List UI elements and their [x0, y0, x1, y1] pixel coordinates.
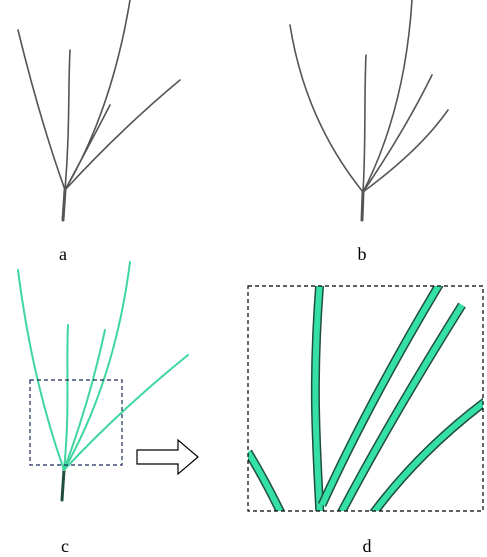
panel-label: a: [59, 244, 67, 264]
panel-d-image: [248, 280, 487, 515]
panel-label: d: [363, 536, 372, 556]
panel-label: b: [358, 244, 367, 264]
panel-b-image: [290, 0, 448, 220]
panel-label: c: [61, 536, 69, 556]
panel-a-image: [18, 0, 180, 220]
arrow: [137, 440, 198, 474]
figure: a b c d: [0, 0, 487, 557]
